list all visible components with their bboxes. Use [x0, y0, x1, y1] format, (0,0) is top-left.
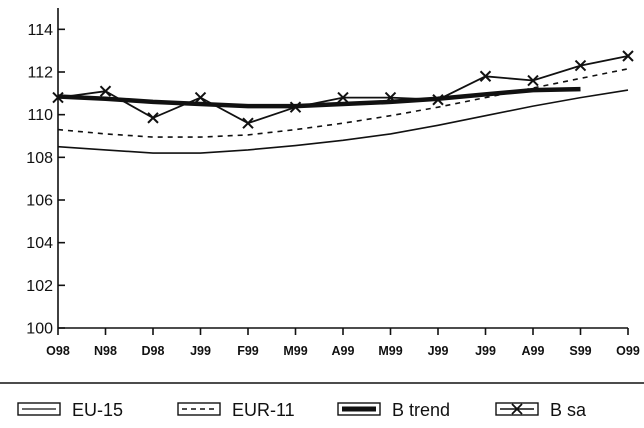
y-tick-label: 106	[26, 193, 53, 210]
x-marker-point	[479, 70, 492, 82]
series-b-sa	[52, 50, 634, 129]
x-tick-label: O98	[46, 344, 70, 358]
x-marker-point	[337, 91, 349, 104]
legend-item: B trend	[337, 400, 450, 420]
x-tick-label: F99	[237, 344, 259, 358]
x-tick-label: N98	[94, 344, 117, 358]
y-tick-label: 100	[26, 321, 53, 338]
series-lines	[52, 50, 634, 154]
x-marker-point	[622, 50, 634, 62]
x-marker-point	[99, 85, 112, 97]
x-marker-point	[384, 91, 397, 104]
x-tick-label: J99	[190, 344, 211, 358]
x-tick-label: D98	[142, 344, 165, 358]
x-tick-label: A99	[332, 344, 355, 358]
series-line	[57, 89, 629, 154]
x-tick-label: O99	[616, 344, 640, 358]
y-tick-label: 112	[27, 65, 53, 82]
legend-x-marker	[511, 403, 523, 415]
x-tick-label: M99	[378, 344, 402, 358]
legend-label: EUR-11	[232, 400, 295, 420]
x-tick-label: M99	[283, 344, 307, 358]
legend-label: B trend	[392, 400, 450, 420]
x-tick-label: A99	[522, 344, 545, 358]
y-tick-label: 108	[26, 150, 53, 167]
y-tick-label: 102	[26, 278, 53, 295]
x-tick-label: J99	[428, 344, 449, 358]
legend-label: EU-15	[72, 400, 123, 420]
x-marker-point	[574, 59, 587, 72]
legend-item: EUR-11	[177, 400, 295, 420]
legend: EU-15 EUR-11 B trend B sa	[0, 382, 644, 420]
x-marker-point	[147, 112, 159, 124]
y-tick-label: 110	[27, 107, 53, 124]
legend-item: B sa	[495, 400, 587, 420]
series-line	[57, 86, 581, 109]
legend-item: EU-15	[17, 400, 123, 420]
y-tick-label: 104	[26, 235, 53, 252]
x-tick-label: S99	[569, 344, 591, 358]
series-eu-15	[57, 89, 629, 154]
x-marker-point	[527, 74, 539, 87]
x-marker-point	[194, 91, 207, 104]
y-tick-label: 114	[27, 22, 53, 39]
x-marker-point	[289, 101, 302, 113]
x-marker-point	[242, 117, 254, 129]
legend-label: B sa	[550, 400, 587, 420]
axes: 100 102 104 106 108 110 112 114 O98 N98 D98 J99 F99 M…	[26, 8, 640, 358]
x-marker-point	[52, 91, 64, 104]
x-tick-label: J99	[475, 344, 496, 358]
x-marker-point	[432, 94, 444, 106]
series-b-trend	[57, 86, 581, 109]
legend-swatch	[177, 402, 221, 416]
